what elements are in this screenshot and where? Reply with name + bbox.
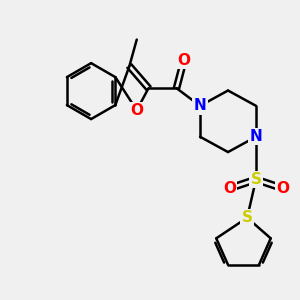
Text: S: S xyxy=(242,210,253,225)
Text: O: O xyxy=(223,181,236,196)
Text: O: O xyxy=(276,181,289,196)
Text: O: O xyxy=(130,103,143,118)
Text: S: S xyxy=(250,172,262,187)
Text: O: O xyxy=(177,53,190,68)
Text: N: N xyxy=(250,129,262,144)
Text: N: N xyxy=(194,98,206,113)
